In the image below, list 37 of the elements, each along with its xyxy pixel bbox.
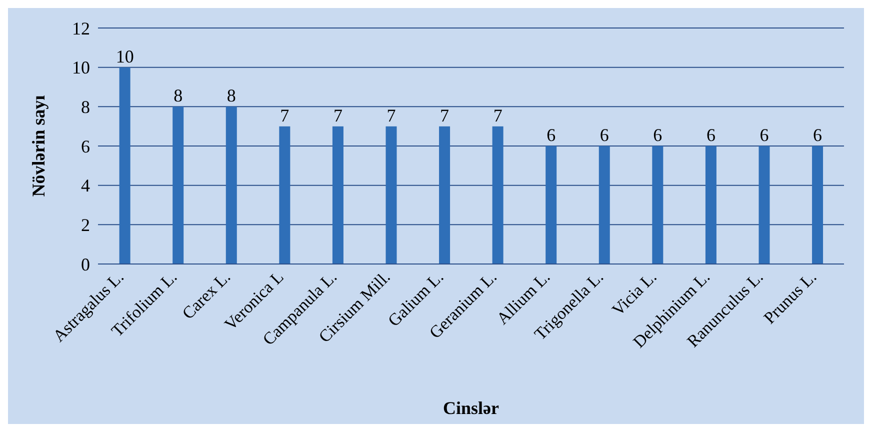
data-label: 8 — [174, 86, 183, 106]
data-label: 6 — [813, 125, 822, 145]
data-label: 7 — [333, 105, 342, 126]
data-label: 8 — [226, 86, 236, 106]
y-tick-label: 10 — [72, 58, 90, 78]
data-label: 6 — [653, 125, 662, 145]
y-tick-label: 12 — [72, 18, 90, 38]
data-label: 6 — [546, 125, 556, 145]
bar — [386, 126, 397, 264]
bar — [439, 126, 450, 264]
y-axis-title: Növlərin sayı — [28, 95, 48, 197]
data-label: 6 — [760, 125, 769, 145]
bar — [119, 67, 130, 264]
bar — [226, 106, 237, 264]
bar — [598, 146, 610, 264]
x-axis-title: Cinslər — [443, 398, 500, 418]
data-label: 7 — [440, 105, 450, 126]
y-tick-label: 2 — [81, 215, 90, 236]
data-label: 7 — [280, 105, 290, 126]
bar — [812, 146, 824, 264]
y-tick-label: 0 — [81, 254, 90, 274]
y-tick-label: 4 — [81, 176, 90, 196]
y-tick-label: 8 — [81, 97, 90, 118]
bar — [758, 146, 770, 264]
bar — [546, 146, 557, 264]
bar — [705, 146, 716, 264]
data-label: 10 — [116, 46, 134, 66]
bar — [332, 126, 344, 264]
y-tick-label: 6 — [81, 136, 90, 156]
bar — [172, 106, 184, 264]
data-label: 7 — [386, 105, 396, 126]
data-label: 6 — [706, 125, 716, 145]
bar — [492, 126, 504, 264]
bar — [279, 126, 290, 264]
data-label: 7 — [493, 105, 502, 126]
data-label: 6 — [600, 125, 609, 145]
bar — [652, 146, 664, 264]
